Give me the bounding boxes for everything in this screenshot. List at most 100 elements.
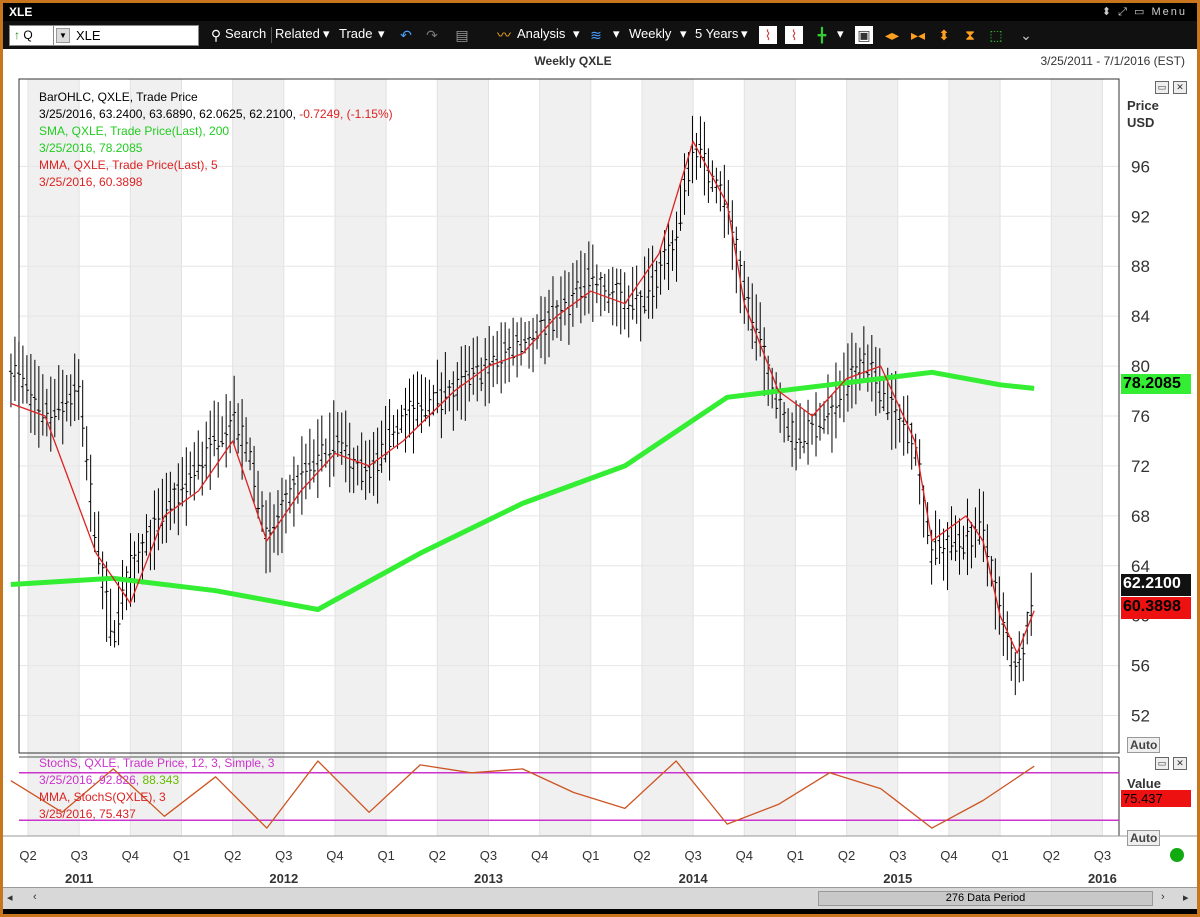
window-controls[interactable]: ⬍ ⤢ ▭ Menu <box>1102 5 1187 19</box>
y-tick-label: 68 <box>1131 507 1150 526</box>
y-tick-label: 64 <box>1131 557 1150 576</box>
quarter-shade <box>539 79 591 836</box>
x-tick-label: Q3 <box>70 848 87 863</box>
symbol-value[interactable]: XLE <box>76 28 101 43</box>
scroll-vertical-icon[interactable]: ⬍ <box>938 27 950 43</box>
interval-selector[interactable]: Weekly <box>629 26 672 41</box>
x-year-label: 2016 <box>1088 871 1117 886</box>
x-tick-label: Q2 <box>633 848 650 863</box>
x-year-label: 2011 <box>65 871 93 886</box>
zoom-box-icon[interactable]: ▣ <box>855 26 873 44</box>
analysis-icon[interactable]: 〰 <box>497 27 511 43</box>
status-indicator-icon <box>1170 848 1184 862</box>
folder-icon[interactable]: ▤ <box>455 27 469 43</box>
panel-maximize-icon[interactable]: ▭ <box>1155 81 1169 94</box>
quarter-shade <box>28 79 80 836</box>
stoch-legend: StochS, QXLE, Trade Price, 12, 3, Simple… <box>39 755 274 823</box>
trade-button[interactable]: Trade <box>339 26 373 41</box>
pin-icon[interactable]: ⬍ <box>1101 6 1114 18</box>
y-tick-label: 96 <box>1131 157 1150 176</box>
quarter-shade <box>232 79 284 836</box>
compress-vertical-icon[interactable]: ⧗ <box>965 27 975 43</box>
x-tick-label: Q1 <box>173 848 190 863</box>
scroll-left-arrow-icon[interactable]: ◂ <box>7 892 13 904</box>
studies-icon[interactable]: ≋ <box>590 27 602 43</box>
line-chart-icon[interactable]: ⌇ <box>759 26 777 44</box>
x-tick-label: Q4 <box>326 848 343 863</box>
y-tick-label: 72 <box>1131 457 1150 476</box>
expand-horizontal-icon[interactable]: ▸◂ <box>910 27 926 43</box>
x-tick-label: Q1 <box>991 848 1008 863</box>
up-arrow-icon: ↑ <box>14 28 20 42</box>
x-tick-label: Q4 <box>940 848 957 863</box>
y-tick-label: 52 <box>1131 707 1150 726</box>
search-button[interactable]: Search <box>225 26 267 41</box>
range-selector[interactable]: 5 Years <box>695 26 739 41</box>
scroll-thumb[interactable]: 276 Data Period <box>818 891 1153 906</box>
mma-legend-line2: 3/25/2016, 60.3898 <box>39 175 143 189</box>
x-tick-label: Q3 <box>1094 848 1111 863</box>
mma-last-value-badge: 60.3898 <box>1121 597 1191 619</box>
range-chevron-icon[interactable]: ▾ <box>741 26 748 41</box>
x-year-label: 2015 <box>883 871 912 886</box>
x-tick-label: Q3 <box>480 848 497 863</box>
quarter-shade <box>846 79 898 836</box>
x-year-label: 2013 <box>474 871 503 886</box>
price-axis-label: Price USD <box>1127 98 1159 130</box>
symbol-input[interactable]: ↑ Q ▼ XLE <box>9 25 199 46</box>
x-tick-label: Q3 <box>889 848 906 863</box>
stoch-legend-line1: StochS, QXLE, Trade Price, 12, 3, Simple… <box>39 756 275 770</box>
quarter-shade <box>641 79 694 836</box>
chart-area: Weekly QXLE 3/25/2011 - 7/1/2016 (EST) ▭… <box>3 49 1197 887</box>
crosshair-icon[interactable]: ╋ <box>817 27 827 43</box>
redo-icon[interactable]: ↷ <box>426 27 438 43</box>
crosshair-chevron-icon[interactable]: ▾ <box>837 26 844 41</box>
scroll-right-small-icon[interactable]: › <box>1161 891 1165 903</box>
analysis-button[interactable]: Analysis <box>517 26 566 41</box>
mma-legend-line1: MMA, QXLE, Trade Price(Last), 5 <box>39 158 218 172</box>
sma-last-value-badge: 78.2085 <box>1121 374 1191 394</box>
x-tick-label: Q1 <box>377 848 394 863</box>
analysis-chevron-icon[interactable]: ▾ <box>573 26 580 41</box>
chevron-down-icon[interactable]: ▼ <box>56 28 70 43</box>
stoch-auto-scale-button[interactable]: Auto <box>1127 830 1161 846</box>
restore-icon[interactable]: ⤢ <box>1118 6 1129 18</box>
price-auto-scale-button[interactable]: Auto <box>1127 737 1161 753</box>
window-title: XLE <box>9 5 33 19</box>
interval-chevron-icon[interactable]: ▾ <box>680 26 687 41</box>
compare-chart-icon[interactable]: ⌇ <box>785 26 803 44</box>
scroll-right-arrow-icon[interactable]: ▸ <box>1183 892 1189 904</box>
trade-chevron-icon[interactable]: ▾ <box>378 26 385 41</box>
chart-title: Weekly QXLE <box>534 54 612 68</box>
related-button[interactable]: Related <box>275 26 320 41</box>
stoch-panel-close-icon[interactable]: ✕ <box>1173 757 1187 770</box>
more-tools-icon[interactable]: ⌄ <box>1020 27 1032 43</box>
x-tick-label: Q3 <box>275 848 292 863</box>
stoch-last-value-badge: 75.437 <box>1121 790 1191 807</box>
undo-icon[interactable]: ↶ <box>400 27 412 43</box>
chart-date-range: 3/25/2011 - 7/1/2016 (EST) <box>1040 54 1185 68</box>
stoch-line <box>10 760 1035 829</box>
stoch-panel-maximize-icon[interactable]: ▭ <box>1155 757 1169 770</box>
x-tick-label: Q1 <box>582 848 599 863</box>
menu-icon[interactable]: ▭ <box>1134 6 1147 18</box>
symbol-type-selector[interactable]: ↑ Q <box>10 26 54 45</box>
related-chevron-icon[interactable]: ▾ <box>323 26 330 41</box>
scroll-left-small-icon[interactable]: ‹ <box>33 891 37 903</box>
stoch-legend-line4: 3/25/2016, 75.437 <box>39 807 136 821</box>
price-chart[interactable]: 525660646872768084889296Q2Q3Q4Q1Q2Q3Q4Q1… <box>3 49 1197 887</box>
select-tool-icon[interactable]: ⬚ <box>989 27 1003 43</box>
value-axis-label: Value <box>1127 776 1161 791</box>
sma-legend-line2: 3/25/2016, 78.2085 <box>39 141 143 155</box>
x-tick-label: Q4 <box>531 848 548 863</box>
y-tick-label: 56 <box>1131 657 1150 676</box>
menu-label[interactable]: Menu <box>1151 6 1187 18</box>
mma-line <box>10 140 1035 654</box>
scroll-left-icon[interactable]: ◂▸ <box>884 27 900 43</box>
search-icon[interactable]: ⚲ <box>210 27 222 43</box>
horizontal-scrollbar[interactable]: ◂ ‹ 276 Data Period › ▸ <box>3 887 1197 909</box>
toolbar: ↑ Q ▼ XLE ⚲ Search Related ▾ Trade ▾ ↶ ↷… <box>3 21 1197 49</box>
panel-close-icon[interactable]: ✕ <box>1173 81 1187 94</box>
studies-chevron-icon[interactable]: ▾ <box>613 26 620 41</box>
main-legend: BarOHLC, QXLE, Trade Price 3/25/2016, 63… <box>39 89 393 191</box>
